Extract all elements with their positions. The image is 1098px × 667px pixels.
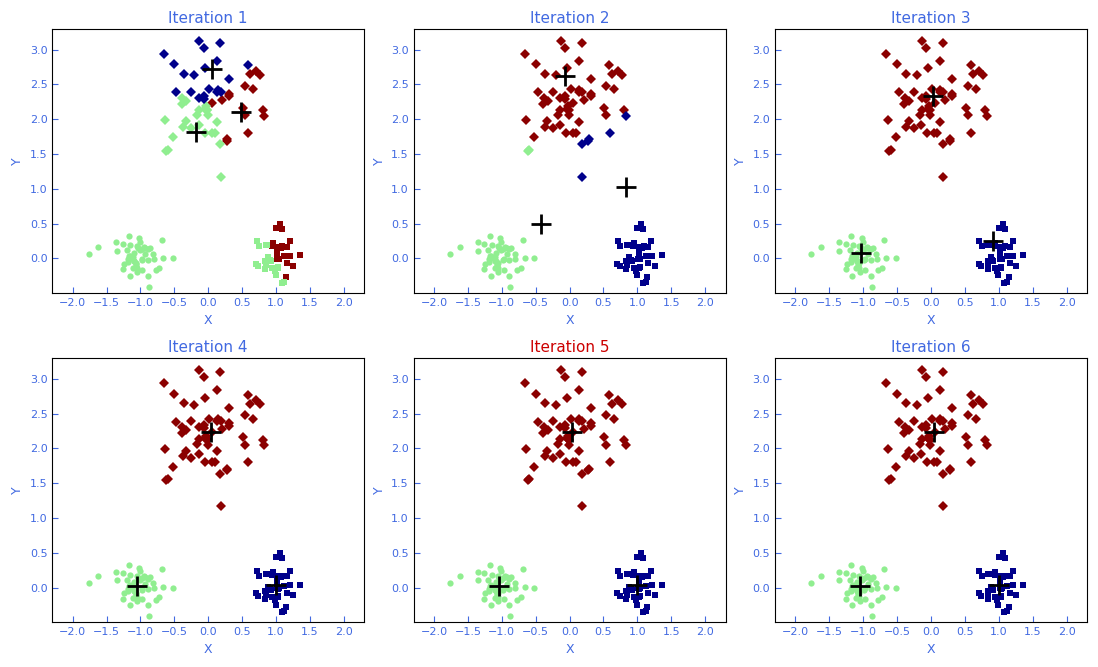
X-axis label: X: X (565, 643, 574, 656)
X-axis label: X: X (927, 313, 935, 327)
Title: Iteration 4: Iteration 4 (168, 340, 248, 356)
Y-axis label: Y: Y (11, 157, 24, 165)
X-axis label: X: X (927, 643, 935, 656)
Y-axis label: Y: Y (733, 157, 747, 165)
Title: Iteration 3: Iteration 3 (892, 11, 971, 26)
Title: Iteration 6: Iteration 6 (892, 340, 971, 356)
X-axis label: X: X (204, 643, 213, 656)
Y-axis label: Y: Y (11, 486, 24, 494)
Title: Iteration 2: Iteration 2 (530, 11, 609, 26)
Y-axis label: Y: Y (733, 486, 747, 494)
Y-axis label: Y: Y (372, 157, 385, 165)
Y-axis label: Y: Y (372, 486, 385, 494)
Title: Iteration 1: Iteration 1 (168, 11, 248, 26)
X-axis label: X: X (565, 313, 574, 327)
Title: Iteration 5: Iteration 5 (530, 340, 609, 356)
X-axis label: X: X (204, 313, 213, 327)
